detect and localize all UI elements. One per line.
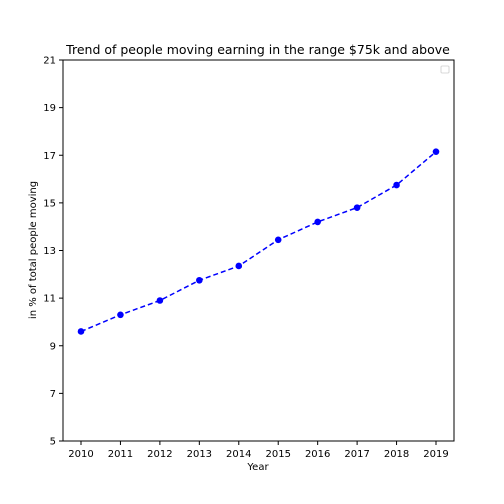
legend-box: [440, 65, 450, 74]
x-tick-label: 2015: [265, 449, 290, 460]
y-tick-label: 15: [43, 198, 56, 209]
data-point: [274, 236, 282, 244]
y-tick-label: 17: [43, 151, 56, 162]
x-axis-label: Year: [246, 462, 269, 473]
data-point: [235, 262, 243, 270]
y-tick-label: 7: [50, 389, 56, 400]
data-point: [393, 181, 400, 189]
data-point: [77, 328, 85, 335]
y-tick-label: 11: [43, 294, 56, 305]
x-tick-label: 2014: [226, 449, 251, 460]
y-tick-label: 5: [50, 437, 56, 448]
y-axis: 5 7 9 11 13 15 17 19 21: [43, 56, 63, 448]
x-tick-label: 2016: [305, 449, 330, 460]
data-point: [156, 297, 164, 304]
y-axis-label: in % of total people moving: [28, 181, 39, 319]
data-point: [314, 218, 321, 226]
x-tick-label: 2011: [108, 449, 133, 460]
series-line: [80, 151, 437, 333]
chart-title: Trend of people moving earning in the ra…: [65, 42, 450, 57]
x-tick-label: 2017: [344, 449, 369, 460]
y-tick-label: 9: [50, 341, 56, 352]
x-tick-label: 2012: [147, 449, 172, 460]
data-point: [432, 148, 440, 155]
series-layer: [77, 148, 440, 335]
x-tick-label: 2010: [68, 449, 93, 460]
y-tick-label: 19: [43, 103, 56, 114]
x-axis: 2010 2011 2012 2013 2014 2015 2016 2017 2018 2019: [68, 441, 449, 460]
plot-area: [62, 59, 455, 442]
data-point: [353, 204, 361, 211]
data-point: [117, 311, 124, 319]
x-tick-label: 2013: [187, 449, 212, 460]
x-tick-label: 2018: [384, 449, 409, 460]
y-tick-label: 21: [43, 56, 56, 67]
y-tick-label: 13: [43, 246, 56, 257]
x-tick-label: 2019: [423, 449, 448, 460]
data-point: [196, 276, 203, 284]
